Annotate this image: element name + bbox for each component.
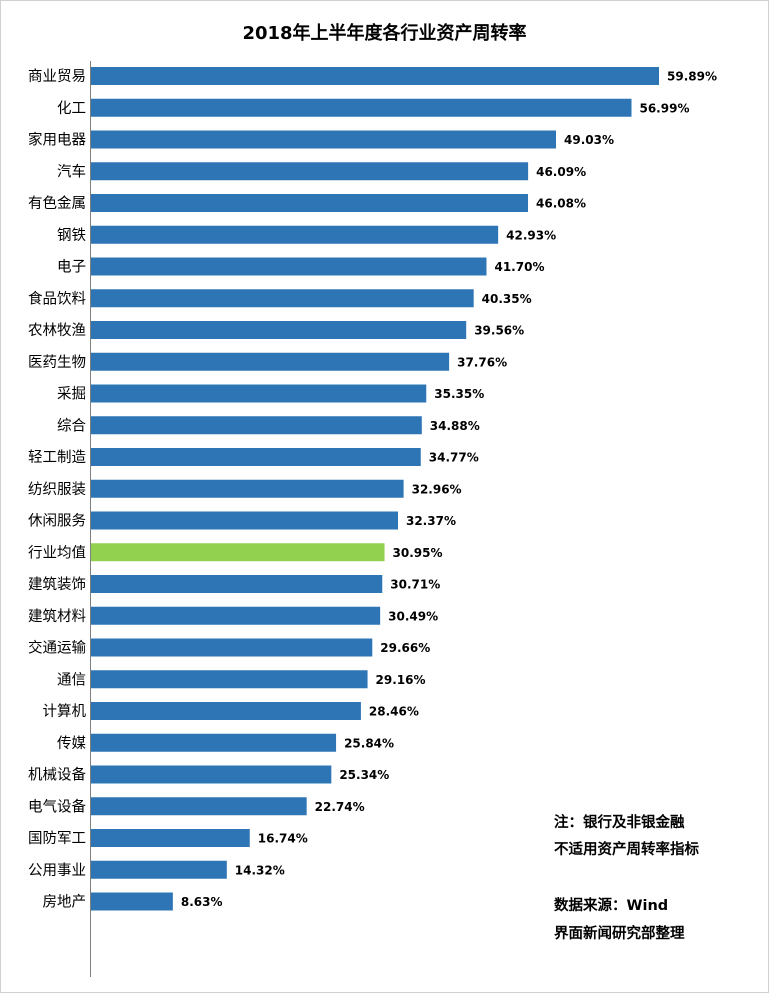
data-label: 28.46% xyxy=(369,705,419,719)
data-label: 32.37% xyxy=(406,514,456,528)
category-label: 机械设备 xyxy=(28,767,86,784)
data-label: 34.88% xyxy=(430,419,480,433)
data-label: 29.16% xyxy=(376,673,426,687)
category-label: 采掘 xyxy=(57,386,86,403)
category-label: 食品饮料 xyxy=(28,290,86,307)
category-label: 医药生物 xyxy=(28,354,86,371)
bar xyxy=(91,352,450,371)
category-label: 交通运输 xyxy=(28,639,86,657)
bar xyxy=(91,67,659,85)
category-label: 汽车 xyxy=(57,163,86,180)
bar xyxy=(91,479,404,498)
bar xyxy=(91,416,422,435)
category-label: 公用事业 xyxy=(28,862,86,879)
bar xyxy=(91,543,385,562)
category-label: 建筑装饰 xyxy=(28,576,86,593)
data-label: 30.95% xyxy=(393,546,443,560)
bar xyxy=(91,733,337,752)
data-label: 59.89% xyxy=(667,70,717,84)
category-label: 钢铁 xyxy=(57,227,86,244)
bar xyxy=(91,162,529,181)
bar xyxy=(91,257,487,276)
bar xyxy=(91,702,361,720)
category-label: 有色金属 xyxy=(28,195,86,212)
note-line-2: 不适用资产周转率指标 xyxy=(554,842,699,858)
category-label: 商业贸易 xyxy=(28,68,86,85)
category-label: 房地产 xyxy=(43,894,87,911)
data-label: 34.77% xyxy=(429,451,479,465)
category-label: 综合 xyxy=(57,417,86,434)
data-label: 25.84% xyxy=(344,736,394,750)
category-label: 纺织服装 xyxy=(28,481,86,498)
data-label: 22.74% xyxy=(315,800,365,814)
data-label: 41.70% xyxy=(494,260,544,274)
data-label: 37.76% xyxy=(457,355,507,369)
data-label: 46.08% xyxy=(536,197,586,211)
data-label: 35.35% xyxy=(434,387,484,401)
data-label: 8.63% xyxy=(181,895,223,909)
category-label: 农林牧渔 xyxy=(28,322,86,339)
chart-title: 2018年上半年度各行业资产周转率 xyxy=(242,23,527,44)
data-label: 14.32% xyxy=(235,863,285,877)
data-label: 25.34% xyxy=(339,768,389,782)
bar xyxy=(91,321,467,339)
bar xyxy=(91,448,421,466)
bar xyxy=(91,384,427,403)
data-label: 40.35% xyxy=(482,292,532,306)
note-line-1: 注：银行及非银金融 xyxy=(554,815,685,831)
bar xyxy=(91,670,368,689)
category-label: 计算机 xyxy=(43,703,87,720)
credit-line: 界面新闻研究部整理 xyxy=(554,926,685,942)
data-label: 39.56% xyxy=(474,324,524,338)
category-label: 化工 xyxy=(57,100,86,117)
bar xyxy=(91,225,499,244)
category-label: 通信 xyxy=(57,671,86,688)
bar xyxy=(91,98,632,117)
bar xyxy=(91,606,381,625)
bar xyxy=(91,638,373,657)
data-label: 49.03% xyxy=(564,133,614,147)
category-label: 建筑材料 xyxy=(28,608,86,625)
bar xyxy=(91,829,250,847)
category-label: 电气设备 xyxy=(28,798,86,815)
data-label: 42.93% xyxy=(506,228,556,242)
data-label: 29.66% xyxy=(380,641,430,655)
category-label: 休闲服务 xyxy=(28,513,86,530)
bar xyxy=(91,511,398,530)
data-label: 46.09% xyxy=(536,165,586,179)
category-label: 行业均值 xyxy=(28,544,86,561)
source-line: 数据来源：Wind xyxy=(554,898,669,914)
data-label: 30.71% xyxy=(390,578,440,592)
bar xyxy=(91,130,557,149)
bar xyxy=(91,194,529,212)
bar xyxy=(91,575,383,593)
category-label: 传媒 xyxy=(57,735,86,752)
data-label: 56.99% xyxy=(639,101,689,115)
category-label: 电子 xyxy=(57,259,86,276)
data-label: 16.74% xyxy=(258,832,308,846)
bar xyxy=(91,797,307,816)
bar xyxy=(91,860,227,879)
category-label: 轻工制造 xyxy=(28,449,86,466)
category-label: 国防军工 xyxy=(28,830,86,847)
data-label: 32.96% xyxy=(412,482,462,496)
bar xyxy=(91,892,173,911)
bar xyxy=(91,289,474,308)
data-label: 30.49% xyxy=(388,609,438,623)
bar xyxy=(91,765,332,784)
category-label: 家用电器 xyxy=(28,132,86,149)
